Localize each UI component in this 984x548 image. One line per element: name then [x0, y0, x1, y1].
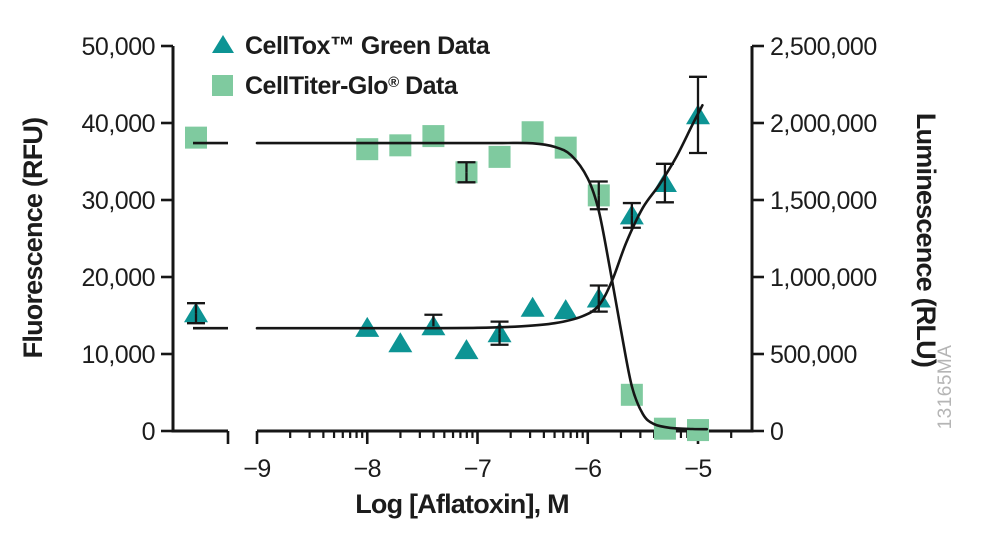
error-bar — [187, 302, 205, 325]
y-right-tick-label: 500,000 — [770, 341, 857, 369]
data-point-marker — [422, 125, 445, 148]
data-point-marker — [185, 126, 207, 149]
fit-curve — [255, 103, 704, 330]
series-celltiter-glo — [185, 121, 709, 442]
legend-entry-label: CellTox™ Green Data — [245, 32, 491, 60]
y-left-tick-label: 30,000 — [82, 187, 155, 215]
axes-layer: 0 10,000 20,000 30,000 40,000 50,000 0 500,000 1… — [82, 33, 878, 483]
y-right-tick-label: 2,000,000 — [770, 110, 877, 138]
data-point-marker — [355, 316, 380, 337]
error-bar — [655, 162, 674, 204]
data-point-marker — [388, 332, 413, 353]
data-point-marker — [389, 134, 412, 157]
y-right-tick-label: 1,000,000 — [770, 264, 877, 292]
x-tick-label: −6 — [574, 455, 602, 483]
y-left-tick-label: 40,000 — [82, 110, 155, 138]
legend: CellTox™ Green Data CellTiter-Glo® Data — [212, 32, 491, 100]
series-celltox-green — [184, 75, 710, 360]
y-right-tick-label: 1,500,000 — [770, 187, 877, 215]
x-tick-label: −7 — [464, 455, 492, 483]
x-tick-label: −8 — [353, 455, 381, 483]
data-point-marker — [653, 417, 676, 440]
data-point-marker — [520, 296, 545, 317]
y-left-axis-title: Fluorescence (RFU) — [18, 118, 48, 359]
y-right-tick-label: 2,500,000 — [770, 33, 877, 61]
data-point-marker — [554, 136, 577, 159]
data-point-marker — [454, 339, 479, 360]
y-left-tick-label: 0 — [142, 418, 155, 446]
data-point-marker — [553, 299, 578, 320]
data-point-marker — [356, 138, 379, 161]
y-left-tick-label: 20,000 — [82, 264, 155, 292]
x-tick-label: −9 — [243, 455, 271, 483]
error-bar — [457, 161, 476, 184]
legend-marker-square — [212, 75, 233, 96]
error-bar — [689, 75, 707, 155]
data-point-marker — [521, 121, 544, 144]
watermark-text: 13165MA — [935, 345, 956, 430]
x-tick-label: −5 — [684, 455, 712, 483]
error-bar — [424, 313, 443, 327]
y-left-tick-label: 10,000 — [82, 341, 155, 369]
y-left-tick-label: 50,000 — [82, 33, 155, 61]
x-axis-title: Log [Aflatoxin], M — [355, 489, 569, 519]
data-point-marker — [488, 145, 511, 168]
fit-curve — [255, 141, 709, 431]
error-bar — [490, 320, 509, 346]
y-right-axis-title: Luminescence (RLU) — [911, 113, 941, 367]
legend-marker-triangle — [212, 35, 234, 53]
series-layer — [184, 75, 710, 442]
legend-entry-label: CellTiter-Glo® Data — [245, 72, 459, 100]
y-right-tick-label: 0 — [770, 418, 783, 446]
